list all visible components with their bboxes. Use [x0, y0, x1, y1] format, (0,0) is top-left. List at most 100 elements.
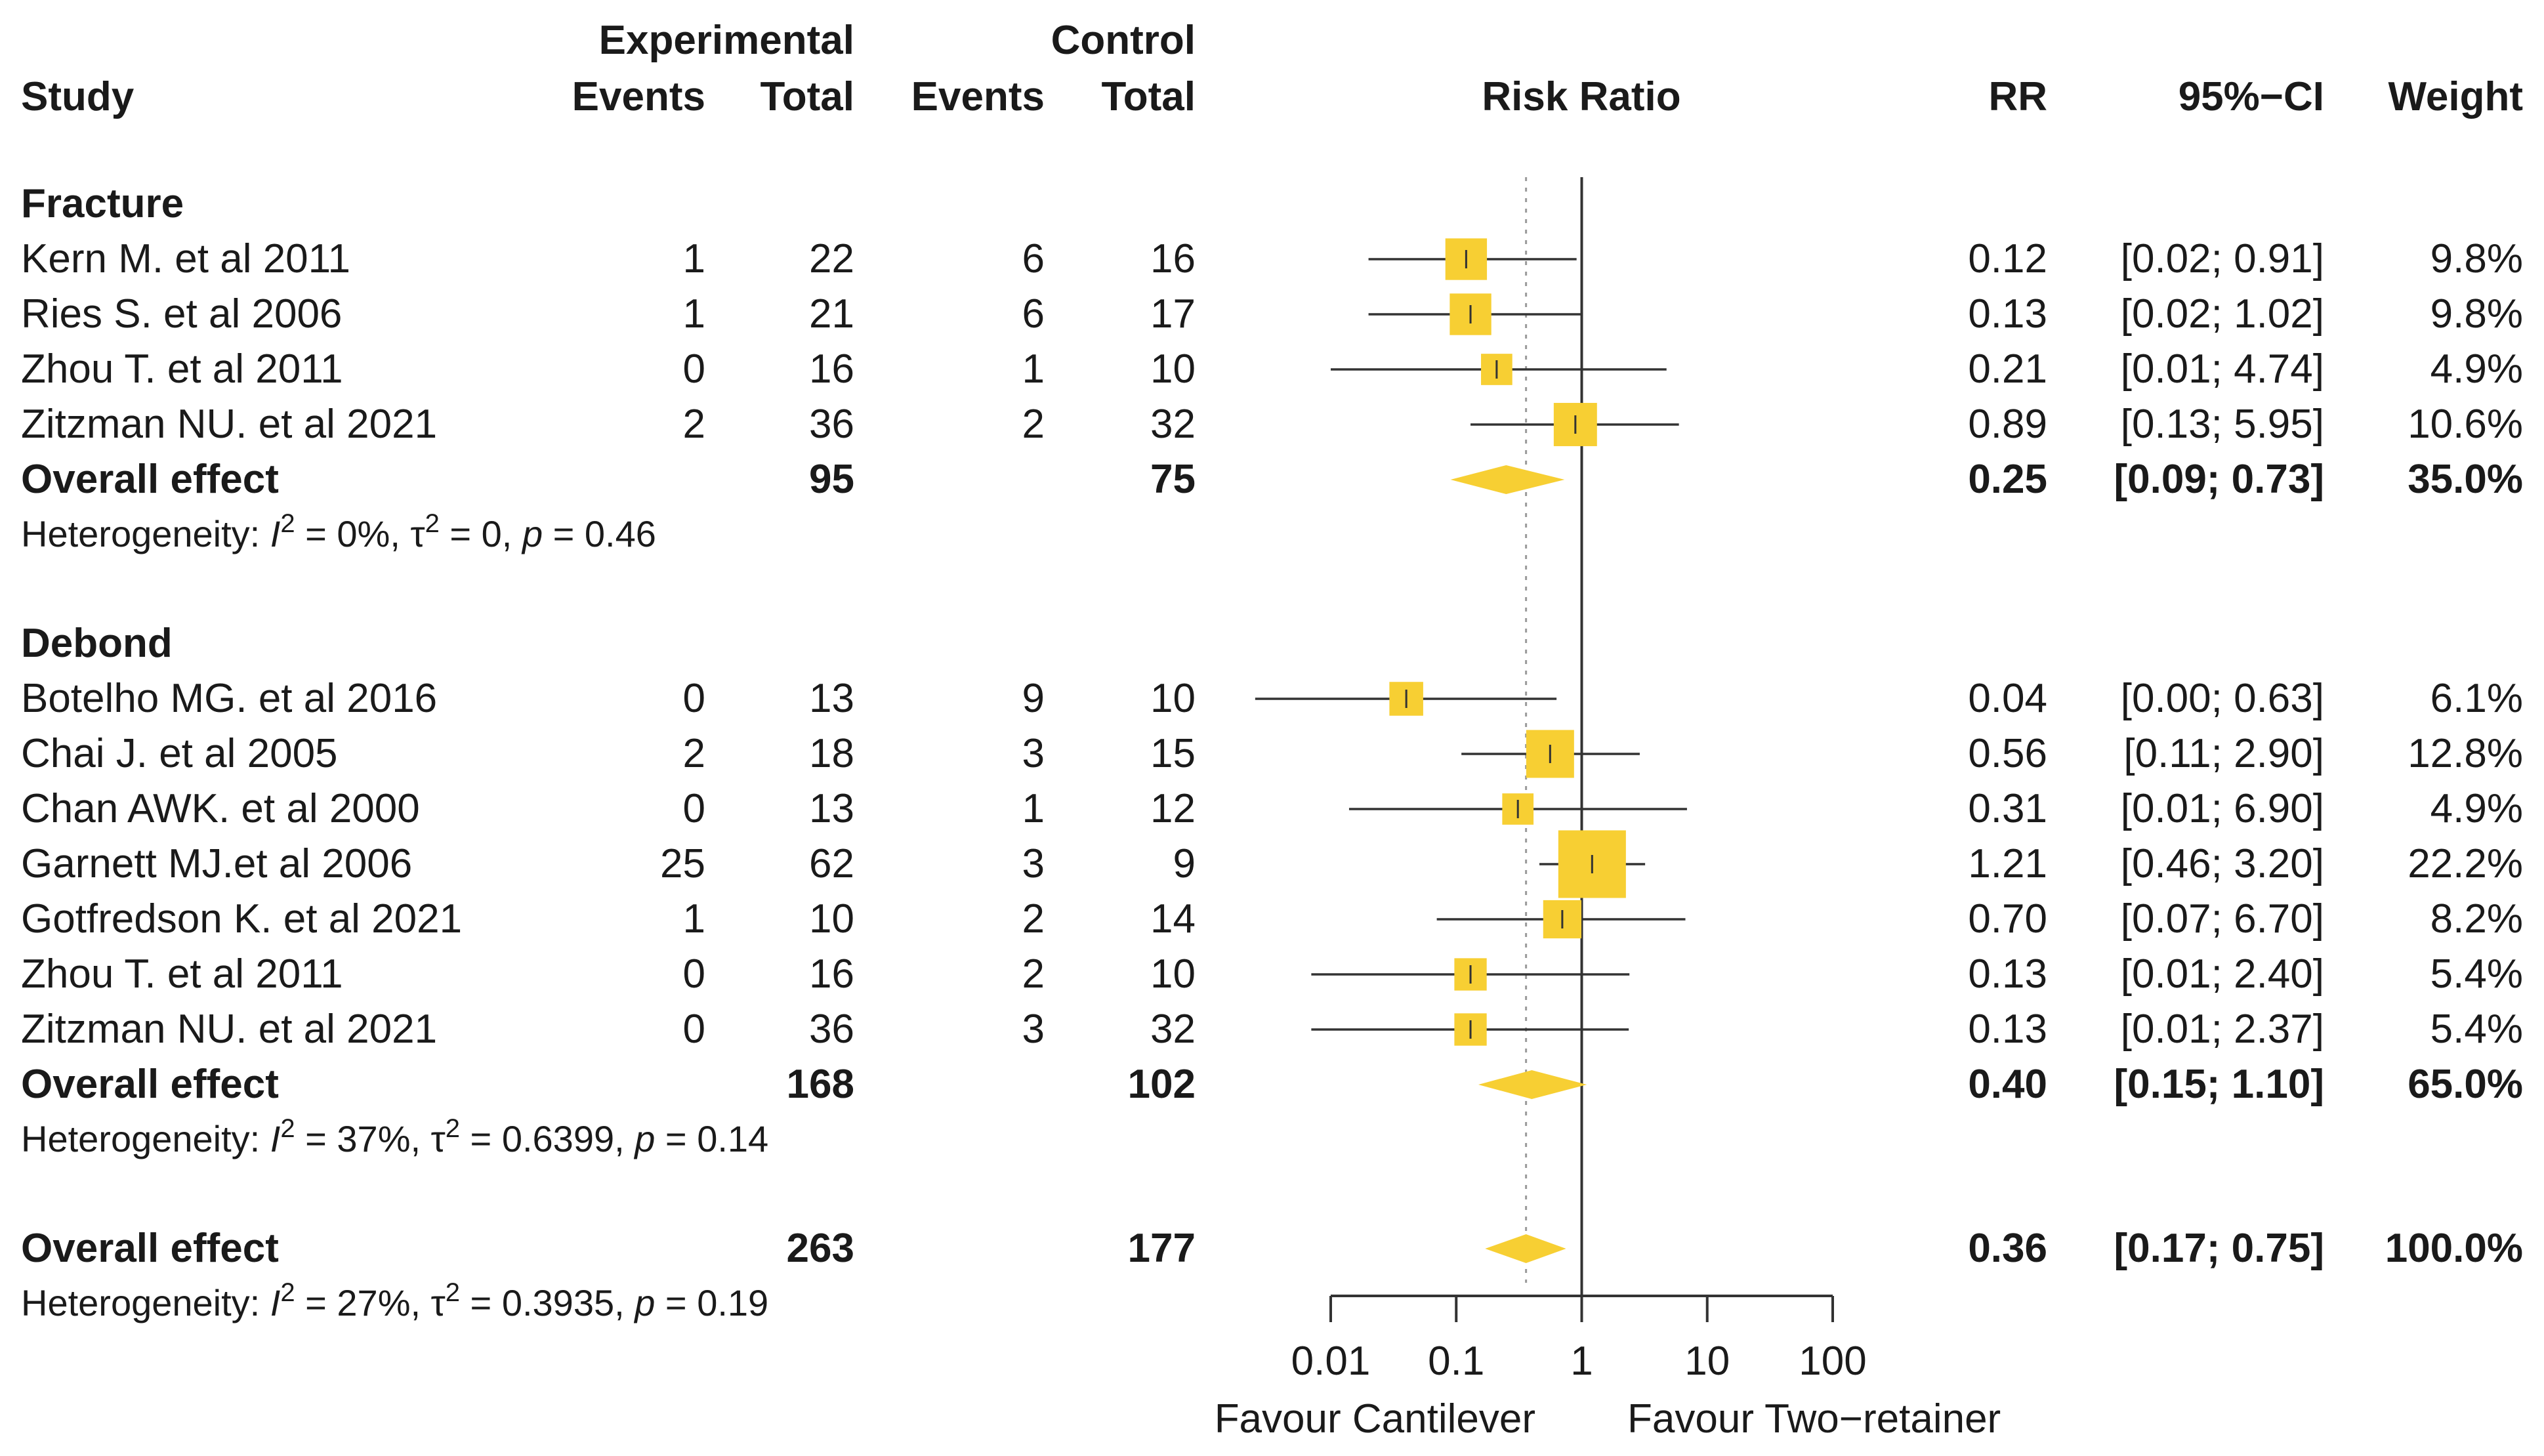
- favour-right-label: Favour Two−retainer: [1627, 1396, 2001, 1442]
- rr-value: 0.13: [1968, 951, 2047, 997]
- subgroup-weight: 65.0%: [2408, 1062, 2523, 1107]
- ctrl-events: 6: [1022, 291, 1045, 337]
- markers: [1255, 238, 1687, 1263]
- study-name: Zitzman NU. et al 2021: [21, 1007, 437, 1052]
- heterogeneity-fracture: Heterogeneity: I2 = 0%, τ2 = 0, p = 0.46: [21, 509, 656, 554]
- summary-diamond: [1450, 465, 1565, 494]
- exp-events: 1: [683, 236, 705, 281]
- ci-value: [0.07; 6.70]: [2121, 896, 2324, 942]
- ci-value: [0.01; 6.90]: [2121, 786, 2324, 831]
- ctrl-events: 1: [1022, 786, 1045, 831]
- header-ctrl-total: Total: [1102, 74, 1196, 119]
- exp-total: 18: [809, 731, 854, 776]
- weight-value: 5.4%: [2430, 1007, 2523, 1052]
- overall-exp-total: 263: [787, 1226, 854, 1271]
- rr-value: 0.70: [1968, 896, 2047, 942]
- header-exp-total: Total: [761, 74, 855, 119]
- ctrl-events: 3: [1022, 1007, 1045, 1052]
- overall-ci: [0.17; 0.75]: [2114, 1226, 2324, 1271]
- ctrl-total: 16: [1150, 236, 1196, 281]
- exp-total: 10: [809, 896, 854, 942]
- study-name: Kern M. et al 2011: [21, 236, 350, 281]
- ctrl-events: 3: [1022, 731, 1045, 776]
- ci-value: [0.01; 2.37]: [2121, 1007, 2324, 1052]
- weight-value: 5.4%: [2430, 951, 2523, 997]
- study-name: Botelho MG. et al 2016: [21, 676, 437, 721]
- ci-value: [0.00; 0.63]: [2121, 676, 2324, 721]
- weight-value: 12.8%: [2408, 731, 2523, 776]
- weight-value: 4.9%: [2430, 786, 2523, 831]
- subgroup-exp-total: 95: [809, 457, 854, 502]
- header-ci: 95%−CI: [2179, 74, 2324, 119]
- header-ctrl-events: Events: [911, 74, 1045, 119]
- subgroup-rr: 0.40: [1968, 1062, 2047, 1107]
- ctrl-events: 1: [1022, 346, 1045, 392]
- ctrl-total: 32: [1150, 1007, 1196, 1052]
- ctrl-events: 2: [1022, 951, 1045, 997]
- heterogeneity-overall: Heterogeneity: I2 = 27%, τ2 = 0.3935, p …: [21, 1278, 768, 1323]
- subgroup-overall-label: Overall effect: [21, 457, 279, 502]
- subgroup-ci: [0.09; 0.73]: [2114, 457, 2324, 502]
- subgroup-ctrl-total: 75: [1150, 457, 1196, 502]
- ctrl-total: 14: [1150, 896, 1196, 942]
- rr-value: 0.89: [1968, 402, 2047, 447]
- overall-rr: 0.36: [1968, 1226, 2047, 1271]
- ctrl-events: 9: [1022, 676, 1045, 721]
- weight-value: 8.2%: [2430, 896, 2523, 942]
- study-name: Ries S. et al 2006: [21, 291, 342, 337]
- header-study: Study: [21, 74, 135, 119]
- weight-value: 22.2%: [2408, 841, 2523, 886]
- ci-value: [0.02; 0.91]: [2121, 236, 2324, 281]
- ctrl-total: 32: [1150, 402, 1196, 447]
- ci-value: [0.01; 4.74]: [2121, 346, 2324, 392]
- rr-value: 0.04: [1968, 676, 2047, 721]
- exp-events: 0: [683, 786, 705, 831]
- ctrl-total: 17: [1150, 291, 1196, 337]
- rr-value: 0.13: [1968, 291, 2047, 337]
- ctrl-total: 15: [1150, 731, 1196, 776]
- study-name: Gotfredson K. et al 2021: [21, 896, 462, 942]
- exp-total: 13: [809, 786, 854, 831]
- header-exp-events: Events: [572, 74, 705, 119]
- subgroup-label: Debond: [21, 621, 173, 666]
- x-tick-label: 10: [1684, 1339, 1730, 1384]
- study-name: Chai J. et al 2005: [21, 731, 338, 776]
- rr-value: 0.56: [1968, 731, 2047, 776]
- rr-value: 1.21: [1968, 841, 2047, 886]
- subgroup-overall-label: Overall effect: [21, 1062, 279, 1107]
- x-tick-label: 0.01: [1291, 1339, 1371, 1384]
- exp-total: 62: [809, 841, 854, 886]
- header-rr: RR: [1988, 74, 2047, 119]
- exp-events: 1: [683, 896, 705, 942]
- ctrl-total: 10: [1150, 951, 1196, 997]
- column-headers: Experimental Control Study Events Total Event…: [21, 18, 2523, 119]
- header-weight: Weight: [2388, 74, 2524, 119]
- ctrl-total: 10: [1150, 676, 1196, 721]
- header-control: Control: [1051, 18, 1196, 63]
- overall-ctrl-total: 177: [1128, 1226, 1196, 1271]
- ci-value: [0.01; 2.40]: [2121, 951, 2324, 997]
- exp-events: 2: [683, 402, 705, 447]
- study-name: Zhou T. et al 2011: [21, 951, 343, 997]
- rr-value: 0.21: [1968, 346, 2047, 392]
- subgroup-rr: 0.25: [1968, 457, 2047, 502]
- header-experimental: Experimental: [599, 18, 854, 63]
- ctrl-events: 2: [1022, 402, 1045, 447]
- ctrl-total: 12: [1150, 786, 1196, 831]
- ci-value: [0.13; 5.95]: [2121, 402, 2324, 447]
- weight-value: 4.9%: [2430, 346, 2523, 392]
- favour-left-label: Favour Cantilever: [1215, 1396, 1535, 1442]
- exp-total: 16: [809, 346, 854, 392]
- exp-total: 22: [809, 236, 854, 281]
- exp-events: 2: [683, 731, 705, 776]
- weight-value: 9.8%: [2430, 291, 2523, 337]
- study-name: Zitzman NU. et al 2021: [21, 402, 437, 447]
- exp-events: 0: [683, 346, 705, 392]
- rr-value: 0.31: [1968, 786, 2047, 831]
- exp-total: 36: [809, 1007, 854, 1052]
- ctrl-total: 9: [1173, 841, 1196, 886]
- exp-total: 16: [809, 951, 854, 997]
- weight-value: 10.6%: [2408, 402, 2523, 447]
